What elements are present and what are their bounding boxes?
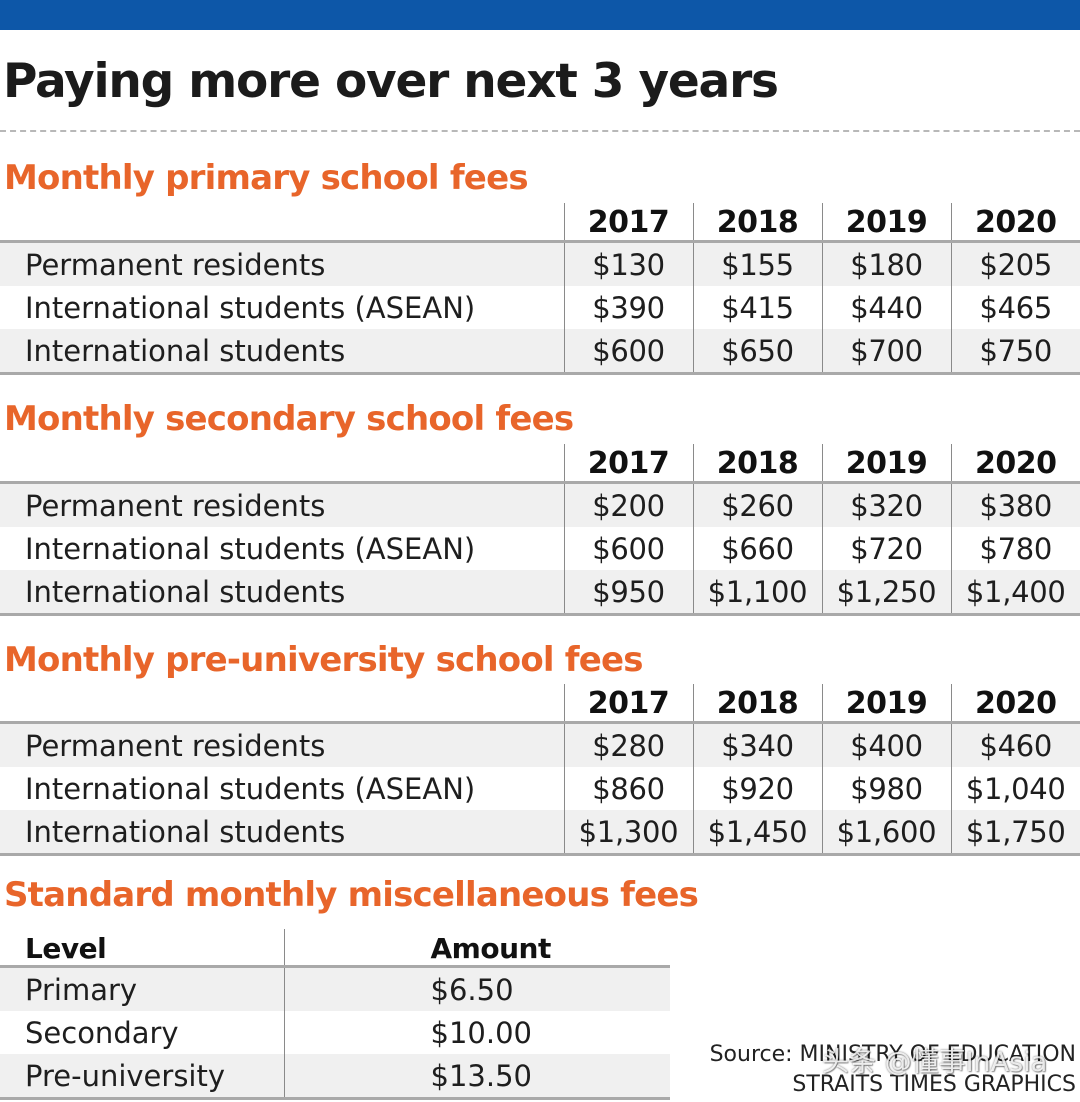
row-label: International students <box>0 810 564 856</box>
row-label: International students <box>0 570 564 616</box>
table-row: International students (ASEAN) $860 $920… <box>0 767 1080 810</box>
row-label: Pre-university <box>0 1054 284 1100</box>
column-header-amount: Amount <box>283 929 670 968</box>
column-header: 2020 <box>950 444 1080 484</box>
table-cell: $650 <box>692 329 822 375</box>
row-label: International students (ASEAN) <box>25 771 476 806</box>
table-row: Permanent residents $200 $260 $320 $380 <box>0 482 1080 527</box>
row-label: Permanent residents <box>0 241 564 286</box>
pre-university-fees-title: Monthly pre-university school fees <box>4 640 644 680</box>
header-blank-cell <box>0 684 564 724</box>
table-row: Permanent residents $130 $155 $180 $205 <box>0 241 1080 286</box>
row-label: Permanent residents <box>0 722 564 767</box>
column-header: 2019 <box>821 684 951 724</box>
secondary-fees-title: Monthly secondary school fees <box>4 399 574 439</box>
table-cell: $720 <box>821 527 951 570</box>
column-header: 2020 <box>950 203 1080 243</box>
table-header-row: Level Amount <box>0 929 670 968</box>
source-credit: Source: MINISTRY OF EDUCATION STRAITS TI… <box>710 1040 1076 1100</box>
table-row: International students $1,300 $1,450 $1,… <box>0 810 1080 856</box>
table-cell: $1,450 <box>692 810 822 856</box>
table-row: International students (ASEAN) $390 $415… <box>0 286 1080 329</box>
source-line: Source: MINISTRY OF EDUCATION <box>709 1042 1076 1067</box>
table-cell: $205 <box>950 241 1080 286</box>
table-row: Permanent residents $280 $340 $400 $460 <box>0 722 1080 767</box>
column-header: 2019 <box>821 444 951 484</box>
table-cell: $980 <box>821 767 951 810</box>
table-cell: $660 <box>692 527 822 570</box>
column-header: 2018 <box>692 444 822 484</box>
header-blank-cell <box>0 203 564 243</box>
table-cell: $390 <box>563 286 693 329</box>
table-cell: $1,600 <box>821 810 951 856</box>
table-cell: $600 <box>563 329 693 375</box>
primary-fees-title: Monthly primary school fees <box>4 158 529 198</box>
table-cell: $440 <box>821 286 951 329</box>
primary-fees-table: 2017 2018 2019 2020 Permanent residents … <box>0 203 1080 375</box>
top-color-bar <box>0 0 1080 30</box>
table-row: International students (ASEAN) $600 $660… <box>0 527 1080 570</box>
table-cell: $600 <box>563 527 693 570</box>
misc-fees-table: Level Amount Primary $6.50 Secondary $10… <box>0 929 670 1100</box>
column-header: 2018 <box>692 203 822 243</box>
column-header: 2017 <box>563 203 693 243</box>
table-cell: $340 <box>692 722 822 767</box>
table-cell: $750 <box>950 329 1080 375</box>
table-row: Primary $6.50 <box>0 966 670 1011</box>
table-cell: $1,250 <box>821 570 951 616</box>
table-cell: $380 <box>950 482 1080 527</box>
table-cell: $780 <box>950 527 1080 570</box>
table-cell: $260 <box>692 482 822 527</box>
column-header: 2019 <box>821 203 951 243</box>
secondary-fees-table: 2017 2018 2019 2020 Permanent residents … <box>0 444 1080 616</box>
table-cell: $1,750 <box>950 810 1080 856</box>
table-cell: $465 <box>950 286 1080 329</box>
table-cell: $280 <box>563 722 693 767</box>
row-label: International students (ASEAN) <box>25 531 476 566</box>
table-cell: $180 <box>821 241 951 286</box>
table-cell: $950 <box>563 570 693 616</box>
table-row: International students $600 $650 $700 $7… <box>0 329 1080 375</box>
row-label: International students (ASEAN) <box>25 290 476 325</box>
graphics-credit-line: STRAITS TIMES GRAPHICS <box>792 1072 1076 1097</box>
page-title: Paying more over next 3 years <box>3 54 779 109</box>
table-cell: $1,100 <box>692 570 822 616</box>
table-cell: $1,300 <box>563 810 693 856</box>
row-label: Secondary <box>25 1015 179 1050</box>
table-cell: $200 <box>563 482 693 527</box>
table-cell: $460 <box>950 722 1080 767</box>
table-row: International students $950 $1,100 $1,25… <box>0 570 1080 616</box>
table-header-row: 2017 2018 2019 2020 <box>0 684 1080 724</box>
table-cell: $13.50 <box>283 1054 670 1100</box>
row-label: International students <box>0 329 564 375</box>
table-cell: $1,040 <box>950 767 1080 810</box>
table-row: Pre-university $13.50 <box>0 1054 670 1100</box>
header-blank-cell <box>0 444 564 484</box>
table-cell: $415 <box>692 286 822 329</box>
table-cell: $860 <box>563 767 693 810</box>
table-row: Secondary $10.00 <box>0 1011 670 1054</box>
table-cell: $155 <box>692 241 822 286</box>
watermark: 头条 @懂事InAsia <box>822 1047 1048 1078</box>
misc-fees-title: Standard monthly miscellaneous fees <box>4 875 699 915</box>
column-header: 2018 <box>692 684 822 724</box>
table-cell: $320 <box>821 482 951 527</box>
table-cell: $6.50 <box>283 966 670 1011</box>
table-cell: $920 <box>692 767 822 810</box>
column-header: 2020 <box>950 684 1080 724</box>
table-cell: $10.00 <box>283 1011 670 1054</box>
title-divider <box>0 130 1080 132</box>
row-label: Permanent residents <box>0 482 564 527</box>
table-cell: $1,400 <box>950 570 1080 616</box>
row-label: Primary <box>0 966 284 1011</box>
table-header-row: 2017 2018 2019 2020 <box>0 444 1080 484</box>
table-cell: $130 <box>563 241 693 286</box>
table-cell: $700 <box>821 329 951 375</box>
table-cell: $400 <box>821 722 951 767</box>
column-header: 2017 <box>563 444 693 484</box>
pre-university-fees-table: 2017 2018 2019 2020 Permanent residents … <box>0 684 1080 856</box>
column-header: 2017 <box>563 684 693 724</box>
column-header-level: Level <box>0 929 284 968</box>
table-header-row: 2017 2018 2019 2020 <box>0 203 1080 243</box>
